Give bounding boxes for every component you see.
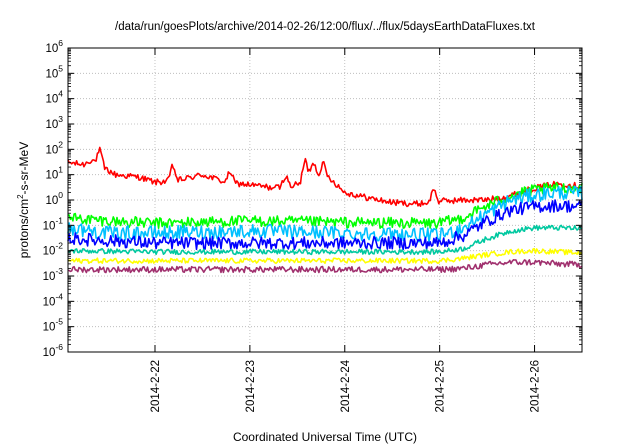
y-tick-label: 10-6 — [43, 342, 64, 359]
y-tick-label: 102 — [45, 139, 63, 156]
series-layer — [67, 146, 583, 274]
y-axis-label: protons/cm2-s-sr-MeV — [16, 142, 31, 258]
y-tick-label: 101 — [45, 165, 63, 182]
x-tick-label: 2014-2-22 — [150, 360, 162, 412]
x-tick-label: 2014-2-24 — [340, 359, 352, 412]
y-tick-label: 10-4 — [43, 291, 64, 308]
series-line-4 — [67, 199, 583, 251]
y-tick-label: 10-5 — [43, 317, 64, 334]
y-tick-label: 103 — [45, 114, 63, 131]
y-axis-label-sup: 2 — [16, 194, 25, 199]
x-tick-label: 2014-2-25 — [435, 360, 447, 412]
series-line-2 — [67, 181, 583, 230]
y-tick-label: 105 — [45, 63, 63, 80]
plot-frame — [67, 47, 583, 353]
x-axis-ticks: 2014-2-22 2014-2-23 2014-2-24 2014-2-25 2014… — [150, 48, 542, 412]
series-line-7 — [68, 258, 583, 274]
y-axis-label-pre: protons/cm — [17, 199, 31, 258]
y-tick-label: 104 — [45, 89, 63, 106]
series-line-6 — [67, 247, 583, 265]
chart-title: /data/run/goesPlots/archive/2014-02-26/1… — [115, 21, 536, 33]
x-tick-label: 2014-2-26 — [530, 360, 542, 412]
x-tick-label: 2014-2-23 — [245, 360, 257, 412]
y-tick-label: 10-2 — [43, 241, 64, 258]
y-tick-label: 106 — [45, 38, 63, 55]
series-line-3 — [67, 185, 583, 243]
y-tick-label: 10-1 — [43, 215, 64, 232]
y-tick-label: 100 — [45, 190, 63, 207]
x-axis-label: Coordinated Universal Time (UTC) — [233, 430, 417, 444]
y-tick-label: 10-3 — [43, 266, 64, 283]
y-axis-ticks: 10-6 10-5 10-4 10-3 10-2 10-1 100 101 102 103 104 1… — [43, 38, 582, 359]
y-axis-label-post: -s-sr-MeV — [17, 142, 31, 195]
series-line-5 — [67, 224, 583, 256]
